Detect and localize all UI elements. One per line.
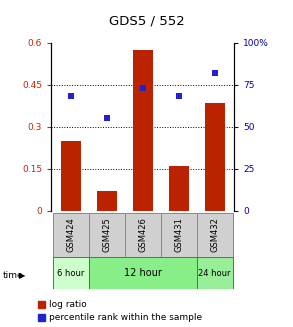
Point: [212, 70, 217, 76]
Point: [69, 94, 73, 99]
Bar: [205, 103, 224, 211]
Bar: [97, 191, 117, 211]
Point: [105, 116, 109, 121]
Text: 6 hour: 6 hour: [57, 268, 85, 278]
Bar: [197, 213, 233, 257]
Bar: [125, 213, 161, 257]
Text: time: time: [3, 271, 23, 280]
Bar: [89, 213, 125, 257]
Text: GSM424: GSM424: [67, 217, 76, 252]
Text: log ratio: log ratio: [49, 300, 87, 309]
Bar: [197, 257, 233, 289]
Text: GDS5 / 552: GDS5 / 552: [109, 15, 184, 28]
Bar: [169, 166, 189, 211]
Text: GSM426: GSM426: [138, 217, 147, 252]
Text: GSM425: GSM425: [103, 217, 111, 252]
Text: percentile rank within the sample: percentile rank within the sample: [49, 313, 202, 322]
Bar: [133, 49, 153, 211]
Bar: [53, 257, 89, 289]
Point: [176, 94, 181, 99]
Text: GSM431: GSM431: [174, 217, 183, 252]
Text: GSM432: GSM432: [210, 217, 219, 252]
Text: 24 hour: 24 hour: [198, 268, 231, 278]
Text: 12 hour: 12 hour: [124, 268, 162, 278]
Bar: [53, 213, 89, 257]
Bar: [161, 213, 197, 257]
Bar: [61, 141, 81, 211]
Point: [141, 85, 145, 91]
Bar: [89, 257, 197, 289]
Text: ▶: ▶: [19, 271, 25, 280]
